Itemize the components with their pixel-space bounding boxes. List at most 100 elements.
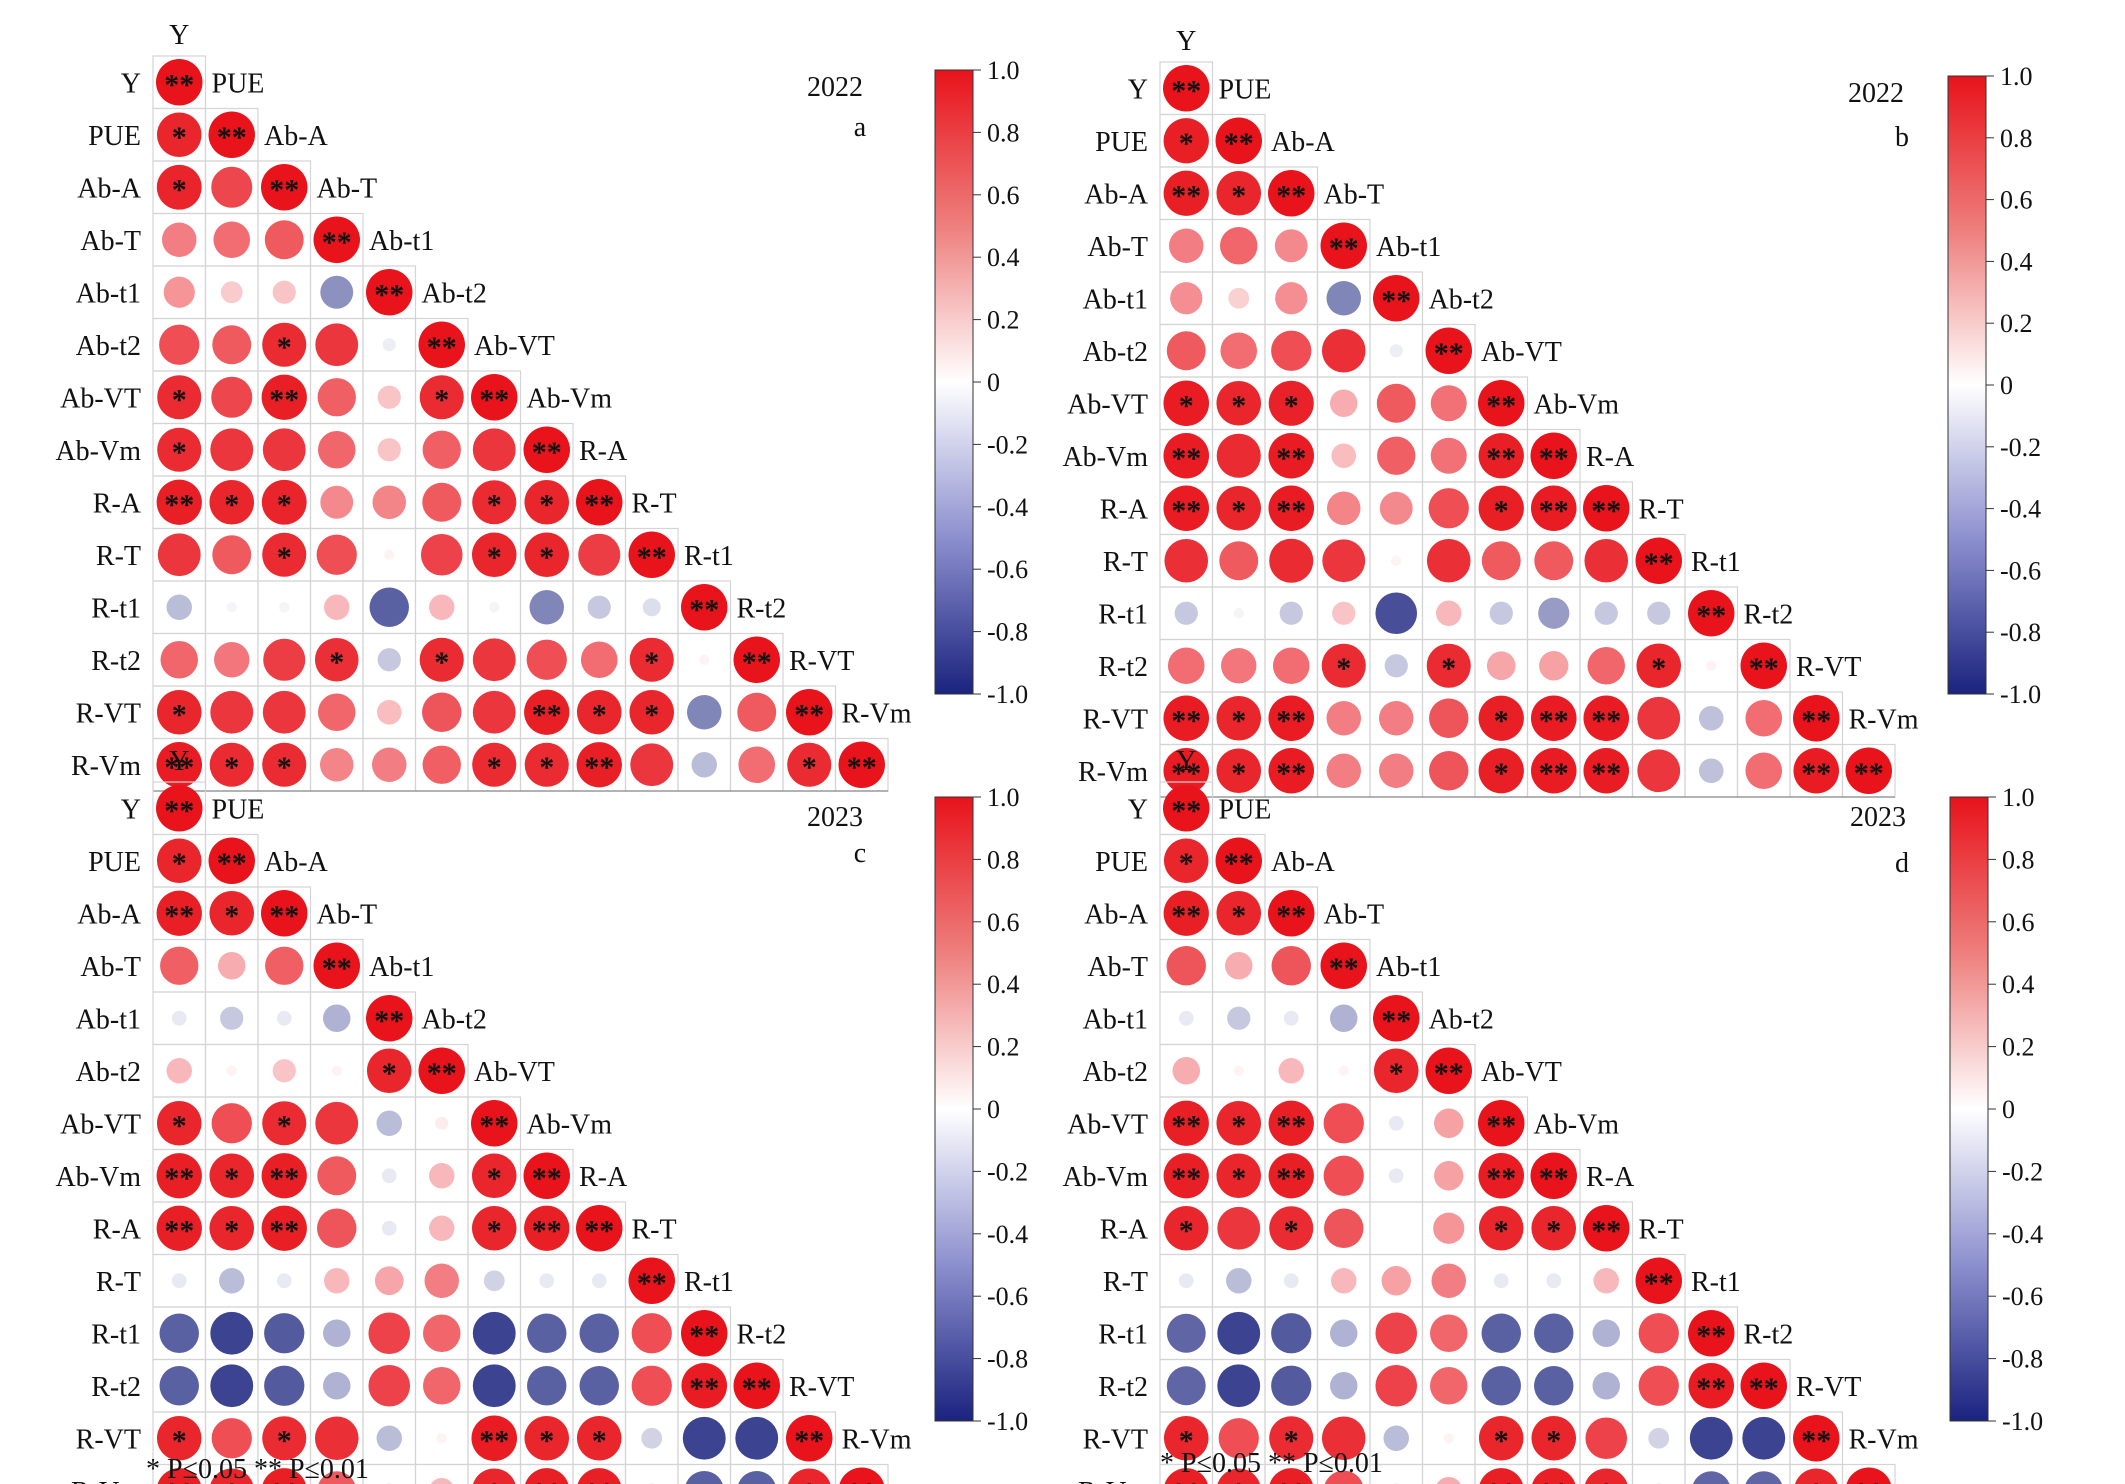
correlation-dot (1326, 491, 1361, 526)
colorbar-tick-label: -0.6 (2002, 1282, 2043, 1311)
correlation-dot (1426, 643, 1471, 688)
correlation-dot (372, 485, 407, 520)
significance-mark: * (1231, 1162, 1246, 1195)
colorbar-tick-label: -1.0 (2002, 1407, 2043, 1436)
correlation-dot (435, 1116, 449, 1130)
significance-mark: * (1284, 389, 1299, 422)
correlation-dot (1434, 1108, 1464, 1138)
colorbar-tick-label: 0.4 (2000, 247, 2033, 276)
correlation-dot (1389, 344, 1403, 358)
column-label: R-A (579, 1162, 628, 1193)
row-label: R-t1 (91, 593, 141, 624)
correlation-dot (318, 431, 356, 469)
significance-mark: ** (374, 278, 404, 311)
correlation-dot (322, 1371, 351, 1400)
row-label: Ab-VT (60, 383, 141, 414)
correlation-dot (1745, 1471, 1782, 1484)
correlation-dot (157, 1468, 201, 1484)
significance-mark: ** (217, 847, 247, 880)
correlation-dot (839, 1467, 884, 1484)
correlation-dot (156, 689, 202, 735)
significance-mark: ** (1224, 847, 1254, 880)
row-label: Ab-t1 (1083, 284, 1148, 315)
correlation-dot (157, 533, 201, 577)
correlation-dot (436, 1433, 447, 1444)
correlation-dot (208, 837, 255, 884)
significance-mark: ** (532, 698, 562, 731)
correlation-dot (1530, 1152, 1577, 1199)
correlation-dot (262, 1101, 307, 1146)
significance-mark: * (172, 383, 187, 416)
significance-mark: ** (1276, 442, 1306, 475)
correlation-dot (1322, 539, 1366, 583)
correlation-dot (1383, 1425, 1409, 1451)
correlation-dot (1481, 1366, 1521, 1406)
correlation-dot (525, 1468, 569, 1484)
correlation-dot (211, 376, 253, 418)
significance-mark: ** (1539, 494, 1569, 527)
correlation-dot (381, 1220, 397, 1236)
significance-mark: ** (269, 1214, 299, 1247)
grid-cell (1316, 1463, 1371, 1484)
correlation-dot (1539, 651, 1569, 681)
correlation-dot (681, 584, 728, 631)
significance-mark: ** (1591, 704, 1621, 737)
correlation-dot (489, 602, 500, 613)
correlation-dot (1745, 752, 1783, 790)
significance-mark: * (539, 541, 554, 574)
correlation-dot (1166, 1366, 1206, 1406)
colorbar-tick-label: -0.6 (2000, 556, 2041, 585)
row-label: R-A (1100, 1214, 1149, 1245)
correlation-dot (1530, 695, 1577, 742)
row-label: Y (1128, 74, 1148, 105)
correlation-dot (1436, 600, 1462, 626)
correlation-dot (1478, 1205, 1524, 1251)
correlation-dot (315, 1101, 359, 1145)
correlation-dot (1534, 1366, 1574, 1406)
grid-cell (729, 1463, 784, 1484)
colorbar-tick-label: -0.4 (2000, 495, 2041, 524)
row-label: Ab-A (1084, 179, 1149, 210)
correlation-dot (160, 641, 198, 679)
correlation-dot (156, 1415, 202, 1461)
column-label: R-Vm (1849, 704, 1919, 735)
correlation-dot (472, 480, 517, 525)
correlation-dot (472, 742, 517, 787)
correlation-dot (319, 747, 354, 782)
correlation-dot (628, 1257, 675, 1304)
correlation-dot (261, 164, 308, 211)
grid-cell (782, 1463, 837, 1484)
colorbar (934, 69, 974, 695)
correlation-dot (472, 1311, 516, 1355)
significance-mark: ** (1171, 794, 1201, 827)
row-label: R-Vm (1078, 1477, 1148, 1484)
correlation-dot (159, 324, 200, 365)
significance-mark: * (1231, 704, 1246, 737)
correlation-dot (156, 1100, 202, 1146)
significance-mark: ** (1854, 1477, 1884, 1484)
correlation-dot (322, 1004, 351, 1033)
correlation-dot (210, 1468, 253, 1484)
correlation-dot (1217, 1468, 1260, 1484)
correlation-dot (1379, 753, 1414, 788)
significance-mark: * (1441, 652, 1456, 685)
correlation-dot (1324, 1470, 1363, 1484)
significance-mark: ** (164, 794, 194, 827)
grid-cell (1264, 1463, 1319, 1484)
correlation-dot (316, 534, 357, 575)
correlation-dot (1166, 331, 1206, 371)
correlation-dot (156, 479, 202, 525)
column-label: PUE (212, 68, 265, 99)
correlation-dot (1268, 485, 1315, 532)
colorbar-tick-label: -0.2 (2002, 1157, 2043, 1186)
column-label: Ab-VT (474, 1057, 555, 1088)
colorbar-tick-label: 0.2 (987, 306, 1020, 335)
correlation-dot (156, 838, 202, 884)
correlation-dot (524, 532, 570, 578)
colorbar-tick-label: -0.2 (987, 430, 1028, 459)
correlation-dot (1166, 946, 1206, 986)
column-label: R-A (1586, 442, 1635, 473)
colorbar-tick-label: 0.2 (2002, 1033, 2035, 1062)
correlation-dot (1478, 748, 1524, 794)
